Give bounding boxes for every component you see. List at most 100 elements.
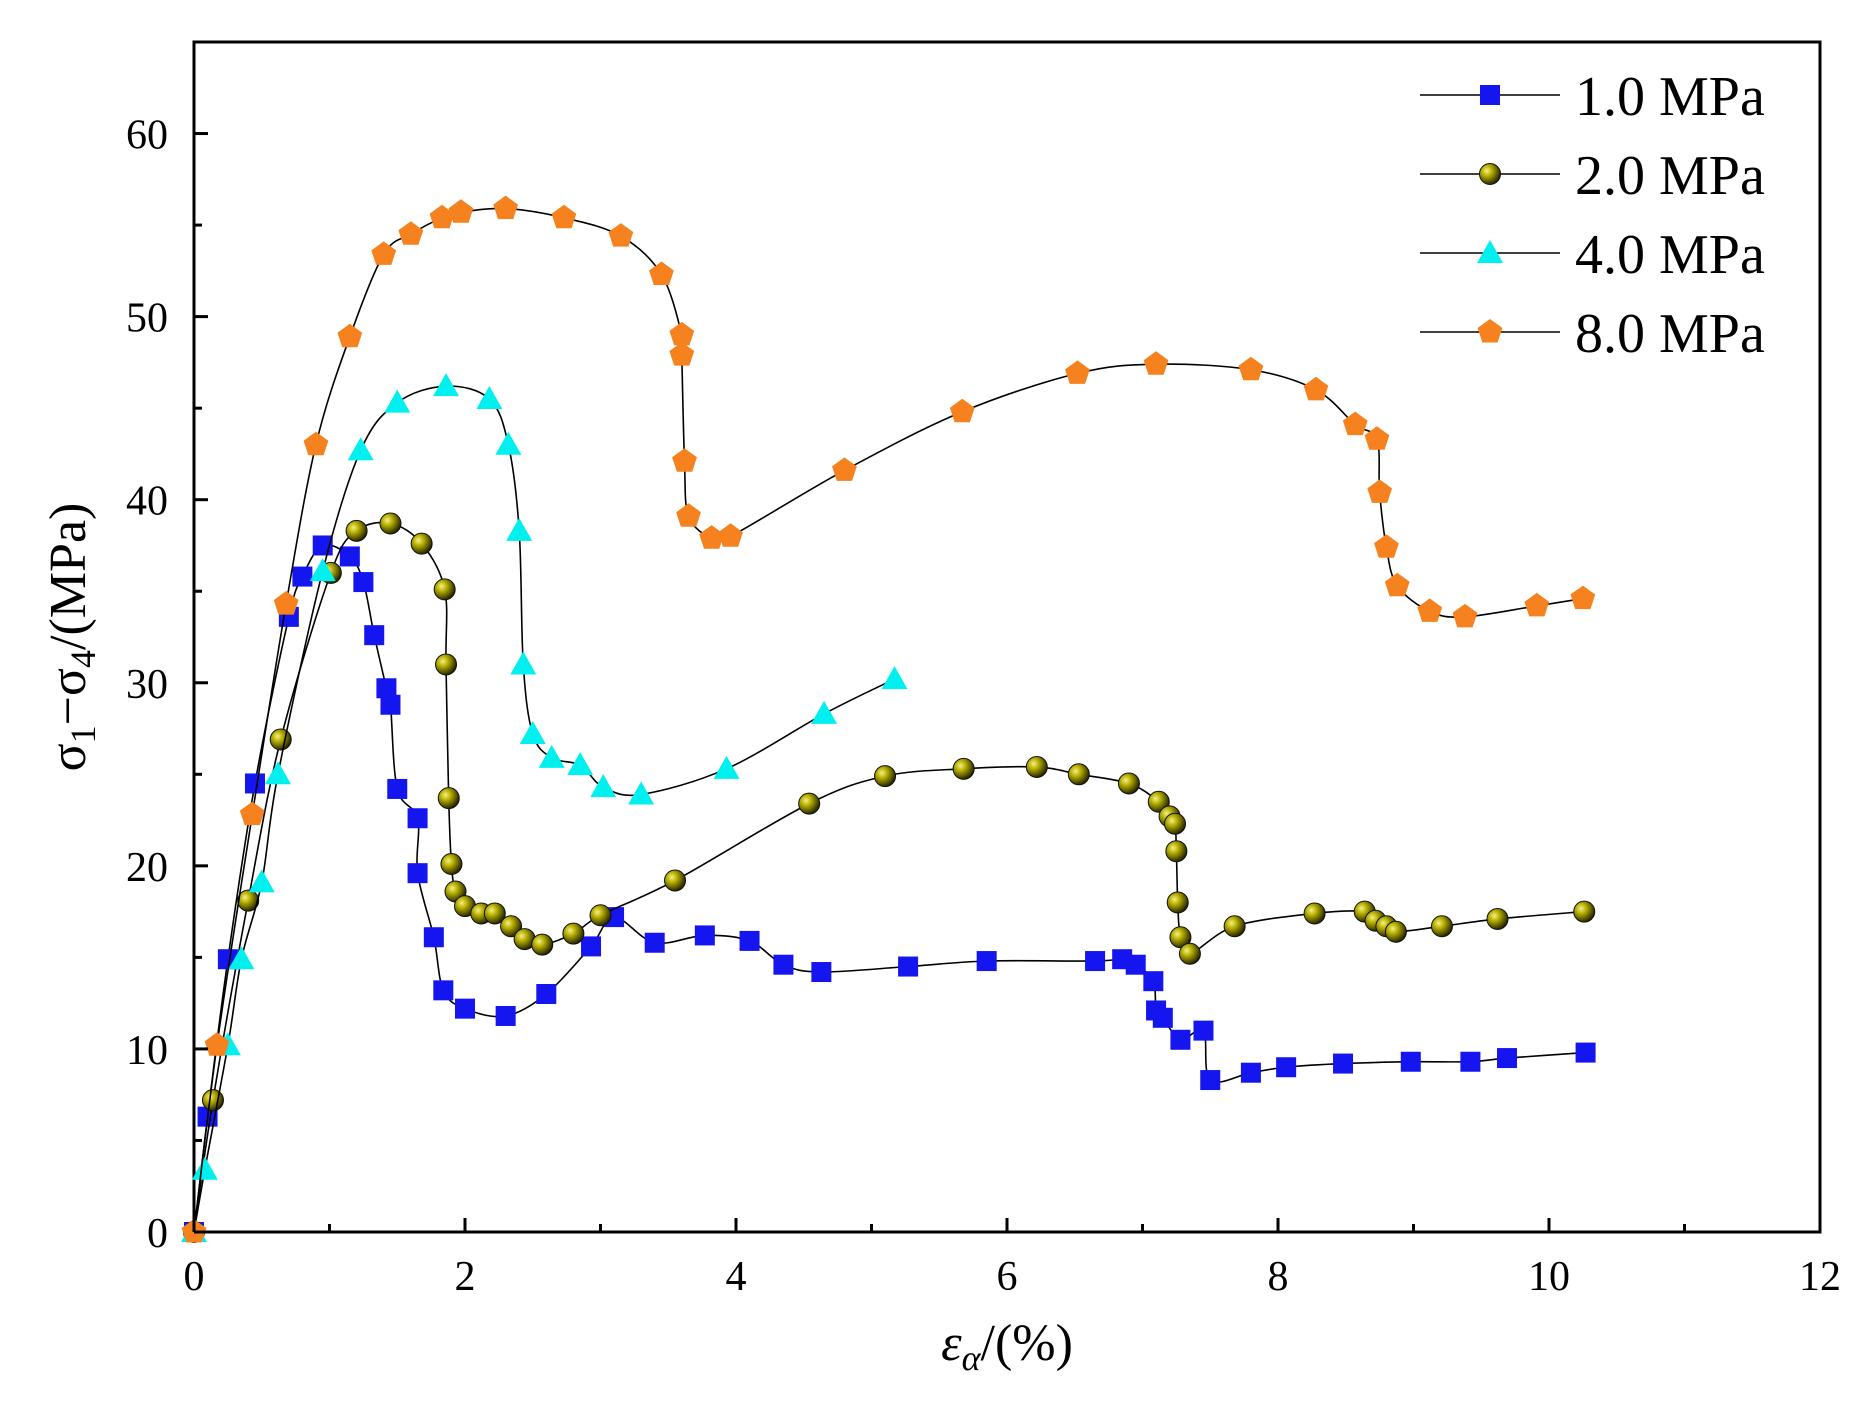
legend-marker: [1480, 85, 1500, 105]
data-point: [455, 998, 475, 1019]
series-2-0-mpa: [183, 512, 1596, 1243]
data-point: [384, 389, 411, 413]
data-point: [376, 678, 397, 699]
data-point: [562, 922, 585, 945]
data-point: [476, 386, 503, 409]
data-point: [1570, 585, 1596, 610]
x-tick-label: 10: [1528, 1254, 1570, 1300]
data-point: [1117, 772, 1140, 795]
data-point: [1374, 534, 1399, 558]
series-line: [193, 521, 1585, 1233]
y-tick-label: 0: [147, 1211, 168, 1257]
y-axis-sub-1: 1: [63, 725, 103, 743]
tick-layer: 0 2 4 6 8 10 12 0 10 20 30 40 50 60: [126, 40, 1841, 1300]
data-point: [1240, 1062, 1261, 1083]
data-point: [798, 792, 821, 815]
y-axis-sub-4: 4: [63, 650, 103, 668]
data-point: [1367, 479, 1392, 503]
data-point: [273, 591, 299, 615]
data-point: [398, 221, 424, 245]
data-point: [495, 1005, 516, 1026]
legend-entry: 2.0 MPa: [1420, 145, 1765, 207]
data-point: [1384, 920, 1407, 943]
data-point: [1152, 1007, 1173, 1028]
data-point: [303, 431, 329, 456]
data-point: [429, 204, 455, 229]
data-point: [433, 578, 456, 601]
x-tick-label: 6: [997, 1254, 1018, 1300]
y-axis-sigma-1: σ: [40, 743, 97, 771]
data-point: [248, 869, 275, 893]
x-axis-subscript: α: [962, 1338, 982, 1378]
x-axis-symbol: ε: [941, 1315, 962, 1372]
data-point: [364, 625, 385, 646]
data-point: [713, 755, 740, 779]
legend-entry: 4.0 MPa: [1420, 224, 1765, 286]
data-point: [1143, 971, 1164, 992]
data-point: [510, 651, 537, 675]
x-axis-title: εα/(%): [941, 1315, 1073, 1378]
data-point: [1364, 426, 1390, 450]
data-point: [644, 932, 665, 953]
data-point: [672, 448, 697, 472]
data-point: [567, 752, 594, 776]
data-point: [1303, 902, 1326, 925]
data-point: [608, 223, 634, 247]
x-tick-label: 4: [726, 1254, 747, 1300]
data-point: [337, 323, 363, 348]
x-tick-label: 0: [184, 1254, 205, 1300]
data-point: [669, 321, 695, 346]
y-axis-sigma-4: σ: [40, 668, 97, 696]
data-point: [649, 261, 674, 285]
y-axis-title: σ1−σ4/(MPa): [40, 503, 103, 772]
data-point: [1178, 942, 1201, 965]
data-point: [551, 204, 577, 229]
data-point: [881, 666, 908, 690]
y-tick-label: 50: [126, 296, 168, 342]
y-axis-unit: /(MPa): [40, 503, 97, 650]
data-point: [244, 773, 265, 794]
data-point: [1384, 572, 1410, 597]
data-point: [1342, 411, 1368, 436]
y-tick-label: 10: [126, 1028, 168, 1074]
data-point: [269, 728, 292, 751]
y-tick-label: 40: [126, 479, 168, 525]
data-point: [811, 962, 832, 983]
data-point: [309, 558, 336, 582]
legend-marker: [1479, 163, 1501, 185]
data-point: [407, 808, 428, 829]
data-point: [433, 980, 454, 1001]
data-point: [1575, 1042, 1596, 1063]
data-point: [1496, 1048, 1517, 1069]
data-point: [811, 700, 838, 724]
data-point: [676, 503, 701, 527]
data-point: [204, 1032, 230, 1056]
data-point: [387, 778, 408, 799]
data-point: [952, 757, 975, 780]
data-point: [898, 956, 919, 977]
data-point: [435, 653, 458, 676]
data-point: [669, 342, 695, 366]
data-point: [519, 721, 546, 745]
legend-label: 1.0 MPa: [1575, 66, 1765, 128]
y-tick-label: 30: [126, 662, 168, 708]
data-point: [1193, 1020, 1214, 1041]
data-point: [1169, 926, 1192, 949]
series-4-0-mpa: [181, 373, 908, 1242]
data-point: [1164, 812, 1187, 835]
data-point: [1067, 763, 1090, 786]
x-axis-unit: /(%): [981, 1315, 1073, 1372]
data-point: [410, 532, 433, 555]
data-point: [694, 925, 715, 946]
data-point: [531, 933, 554, 956]
x-tick-label: 12: [1799, 1254, 1841, 1300]
data-point: [538, 744, 565, 768]
data-point: [239, 801, 265, 826]
data-point: [423, 927, 444, 948]
data-point: [1085, 951, 1106, 972]
data-point: [699, 525, 724, 549]
data-point: [339, 546, 360, 567]
data-point: [433, 373, 460, 397]
data-point: [1573, 900, 1596, 923]
